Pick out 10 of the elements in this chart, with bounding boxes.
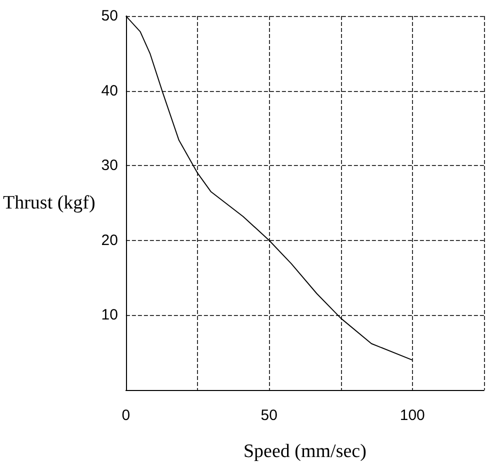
x-tick-label: 0 (122, 407, 130, 424)
y-tick-label: 30 (101, 157, 118, 174)
y-tick-label: 50 (101, 8, 118, 24)
x-axis-title: Speed (mm/sec) (243, 441, 366, 462)
y-axis-title: Thrust (kgf) (2, 192, 96, 214)
y-tick-label: 10 (101, 306, 118, 324)
x-tick-label: 50 (260, 407, 278, 424)
y-tick-label: 20 (101, 232, 118, 249)
x-tick-label: 100 (400, 407, 425, 424)
y-tick-label: 40 (101, 82, 118, 100)
